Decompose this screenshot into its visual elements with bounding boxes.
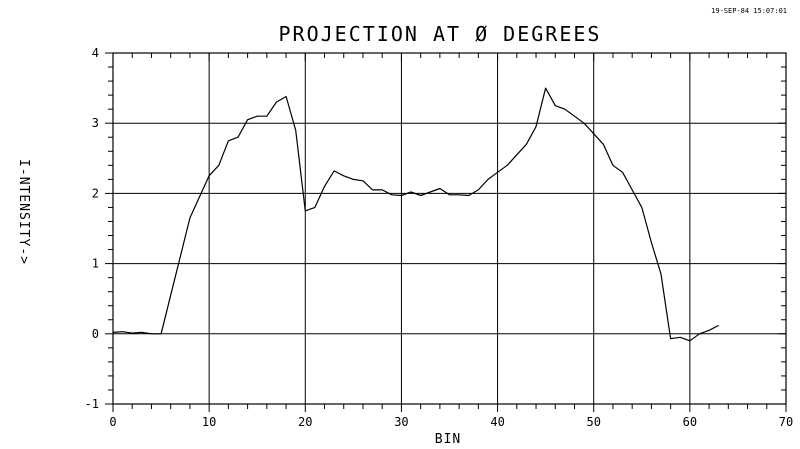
x-tick-label: 20 <box>298 415 312 429</box>
x-tick-label: 40 <box>490 415 504 429</box>
y-tick-labels: -1 0 1 2 3 4 <box>85 46 99 411</box>
grid-lines <box>113 53 786 404</box>
x-tick-label: 30 <box>394 415 408 429</box>
x-axis-title: BIN <box>435 432 461 447</box>
y-tick-label: -1 <box>85 397 99 411</box>
x-tick-label: 60 <box>683 415 697 429</box>
series-line-0 <box>112 87 719 342</box>
chart-title: PROJECTION AT Ø DEGREES <box>279 22 602 46</box>
y-tick-label: 0 <box>92 327 99 341</box>
chart-timestamp: 19-SEP-84 15:07:01 <box>711 7 787 15</box>
x-tick-label: 10 <box>202 415 216 429</box>
y-tick-label: 1 <box>92 257 99 271</box>
axis-ticks <box>105 52 787 412</box>
y-tick-label: 4 <box>92 46 99 60</box>
plot-frame <box>112 52 787 405</box>
x-tick-label: 50 <box>586 415 600 429</box>
y-tick-label: 3 <box>92 116 99 130</box>
y-axis-title: I-NTENSITY-> <box>16 159 31 265</box>
x-tick-label: 70 <box>779 415 793 429</box>
x-tick-label: 0 <box>109 415 116 429</box>
x-tick-labels: 0 10 20 30 40 50 60 70 <box>109 415 793 429</box>
series-group <box>112 87 719 342</box>
y-tick-label: 2 <box>92 186 99 200</box>
